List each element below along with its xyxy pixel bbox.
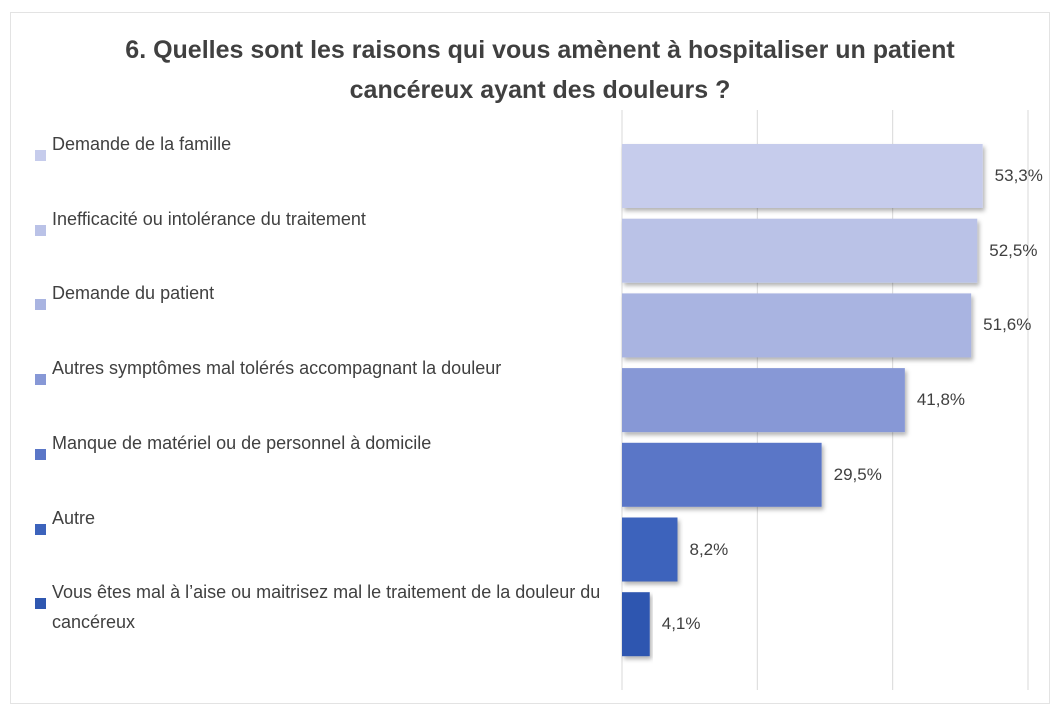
value-label: 41,8% [916,390,966,410]
value-label: 51,6% [983,315,1032,335]
legend-label: Inefficacité ou intolérance du traitemen… [52,208,366,229]
value-label: 8,2% [689,539,729,559]
legend-swatch [35,598,46,610]
bar [622,442,822,507]
legend-label: Manque de matériel ou de personnel à dom… [52,432,432,453]
bar [622,517,678,582]
legend-swatch [35,374,46,386]
legend-swatch [35,224,46,236]
legend-swatch [35,523,46,535]
bar [622,218,978,283]
legend-label: Autre [52,507,96,528]
value-label: 52,5% [989,240,1038,260]
legend-label: Vous êtes mal à l’aise ou maitrisez mal … [52,582,601,633]
legend-label: Demande de la famille [52,134,232,154]
legend-swatch [35,299,46,311]
chart-frame [10,12,1050,704]
legend-label: Autres symptômes mal tolérés accompagnan… [52,358,502,379]
value-label: 29,5% [833,464,882,484]
legend-label: Demande du patient [52,283,215,304]
legend-swatch [35,448,46,460]
bar [622,144,983,208]
bar [622,293,972,358]
value-label: 4,1% [661,614,701,634]
chart-title: 6. Quelles sont les raisons qui vous amè… [125,36,955,104]
bar [622,368,905,433]
value-label: 53,3% [994,166,1043,185]
legend-swatch [35,150,46,161]
bar [622,592,650,657]
